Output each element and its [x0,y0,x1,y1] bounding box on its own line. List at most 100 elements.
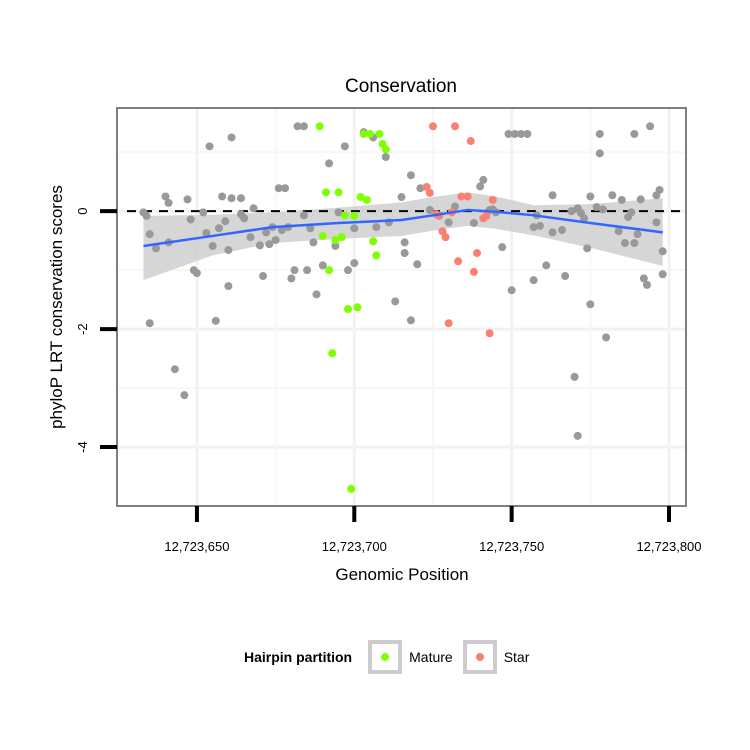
point-other [498,243,507,252]
x-tick-label: 12,723,700 [322,539,387,554]
point-other [636,195,645,204]
point-other [451,202,460,211]
point-mature [350,211,359,220]
point-other [277,226,286,235]
point-mature [369,237,378,246]
point-star [444,319,453,328]
point-other [646,122,655,131]
point-star [466,137,475,146]
point-mature [359,129,368,138]
point-other [630,239,639,248]
smooth-line [143,208,663,248]
confidence-band-area [143,192,663,281]
point-mature [372,251,381,260]
point-star [425,188,434,197]
point-mature [328,349,337,358]
x-tick-label: 12,723,800 [636,539,701,554]
point-other [580,214,589,223]
point-mature [375,129,384,138]
point-mature [347,484,356,493]
point-other [523,129,532,138]
point-other [517,129,526,138]
point-other [406,171,415,180]
point-other [548,191,557,200]
point-other [469,218,478,227]
chart-title: Conservation [345,76,457,97]
point-star [438,227,447,236]
point-mature [362,195,371,204]
point-other [274,184,283,193]
point-star [469,267,478,276]
point-star [457,192,466,201]
point-other [413,260,422,269]
point-other [620,239,629,248]
legend: Hairpin partition Mature Star [244,640,539,674]
point-other [224,282,233,291]
x-axis: 12,723,650 12,723,700 12,723,750 12,723,800 [164,506,702,554]
point-other [416,184,425,193]
point-other [561,272,570,281]
point-other [224,246,233,255]
point-other [180,391,189,400]
point-other [400,238,409,247]
point-mature [353,303,362,312]
loess-line [143,208,663,248]
point-other [642,280,651,289]
point-other [271,236,280,245]
points [139,122,667,493]
point-other [548,228,557,237]
point-other [331,241,340,250]
point-star [428,122,437,131]
point-other [145,230,154,239]
point-other [202,229,211,238]
point-other [199,208,208,217]
point-other [504,129,513,138]
point-other [381,152,390,161]
y-tick-label: 0 [75,208,90,215]
point-other [142,211,151,220]
point-other [170,365,179,374]
point-other [246,233,255,242]
x-tick-label: 12,723,650 [164,539,229,554]
point-other [617,195,626,204]
point-other [227,133,236,142]
point-other [573,431,582,440]
point-other [535,221,544,230]
point-other [281,184,290,193]
point-other [655,185,664,194]
point-other [627,208,636,217]
point-other [397,193,406,202]
point-star [422,183,431,192]
point-other [240,214,249,223]
point-other [658,270,667,279]
point-other [186,215,195,224]
point-other [183,195,192,204]
confidence-band [143,192,663,281]
point-other [406,316,415,325]
point-other [608,191,617,200]
point-other [152,244,161,253]
point-other [293,122,302,131]
point-other [236,194,245,203]
point-other [598,205,607,214]
y-tick-label: -2 [75,323,90,335]
point-mature [343,305,352,314]
point-other [290,266,299,275]
point-other [507,286,516,295]
point-other [583,244,592,253]
point-other [214,224,223,233]
point-star [463,192,472,201]
point-other [227,194,236,203]
point-other [312,290,321,299]
grid [117,108,686,506]
point-other [586,300,595,309]
point-other [633,230,642,239]
point-other [343,266,352,275]
point-other [595,129,604,138]
point-other [299,122,308,131]
point-other [586,192,595,201]
point-other [192,269,201,278]
point-other [303,266,312,275]
point-mature [334,188,343,197]
